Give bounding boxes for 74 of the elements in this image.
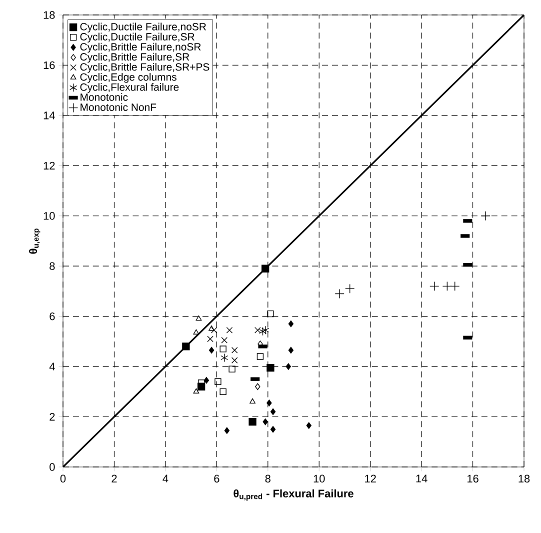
point: [306, 422, 312, 429]
y-tick-label: 16: [44, 61, 55, 70]
point: [220, 353, 228, 362]
point: [258, 327, 267, 336]
y-tick-label: 14: [44, 112, 55, 120]
point: [266, 364, 274, 372]
y-tick-label: 10: [44, 212, 55, 220]
point: [231, 347, 238, 354]
point: [220, 346, 226, 352]
y-tick-label: 0: [50, 463, 55, 471]
y-axis-title: θ$_{u,exp}$: [29, 228, 40, 254]
point: [262, 264, 270, 272]
y-tick-label: 8: [50, 262, 55, 270]
point: [266, 400, 272, 406]
text: θ$_{u,pred}$ - Flexural Failure: [234, 489, 354, 501]
point: [267, 310, 274, 318]
legend-label: Cyclic,Brittle Failure,SR: [80, 52, 190, 63]
point: [226, 326, 233, 334]
point: [430, 281, 440, 292]
point: [255, 383, 260, 390]
point: [254, 326, 261, 334]
point: [270, 408, 276, 416]
point: [207, 336, 214, 342]
y-tick-label: 6: [50, 312, 55, 320]
y-tick-label: 4: [49, 362, 55, 370]
point: [208, 326, 214, 331]
point: [248, 418, 256, 426]
legend-label: Monotonic: [80, 93, 128, 101]
point: [480, 211, 490, 221]
point: [270, 426, 276, 433]
point: [214, 378, 222, 385]
x-tick-label: 12: [365, 474, 376, 482]
y-tick-label: 18: [44, 11, 55, 19]
point: [208, 346, 214, 354]
point: [288, 320, 294, 328]
x-tick-label: 4: [162, 474, 168, 482]
point: [231, 357, 238, 364]
x-tick-label: 0: [60, 474, 66, 483]
point: [224, 427, 230, 434]
legend-label: Cyclic,Edge columns: [80, 73, 176, 83]
legend-label: Cyclic,Ductile Failure,SR: [80, 32, 194, 43]
legend-label: Cyclic,Brittle Failure,SR+PS: [80, 62, 210, 73]
y-tick-label: 2: [50, 412, 55, 421]
point: [442, 281, 452, 292]
legend-label: Monotonic NonF: [80, 103, 156, 111]
x-tick-label: 14: [416, 474, 428, 482]
x-tick-label: 2: [112, 474, 117, 482]
legend-label: Cyclic,Brittle Failure,noSR: [80, 42, 201, 53]
point: [286, 363, 291, 370]
point: [262, 326, 270, 334]
point: [196, 315, 202, 321]
x-tick-label: 6: [214, 474, 220, 483]
y-tick-label: 12: [44, 162, 55, 170]
point: [210, 326, 218, 334]
point: [193, 329, 200, 334]
point: [221, 337, 228, 344]
point: [256, 353, 264, 360]
point: [220, 388, 226, 395]
point: [204, 377, 210, 384]
legend-label: Cyclic,Flexural failure: [80, 83, 179, 93]
point: [345, 284, 355, 294]
point: [250, 398, 256, 404]
x-tick-label: 8: [265, 474, 270, 483]
legend-label: Cyclic,Ductile Failure,noSR: [80, 22, 206, 32]
x-tick-label: 18: [518, 474, 530, 483]
point: [193, 388, 200, 394]
x-tick-label: 16: [468, 474, 478, 483]
point: [228, 366, 236, 372]
point: [262, 418, 268, 426]
point: [334, 288, 344, 299]
point: [288, 346, 294, 354]
point: [182, 342, 190, 350]
point: [450, 281, 460, 292]
x-tick-label: 10: [314, 474, 325, 483]
